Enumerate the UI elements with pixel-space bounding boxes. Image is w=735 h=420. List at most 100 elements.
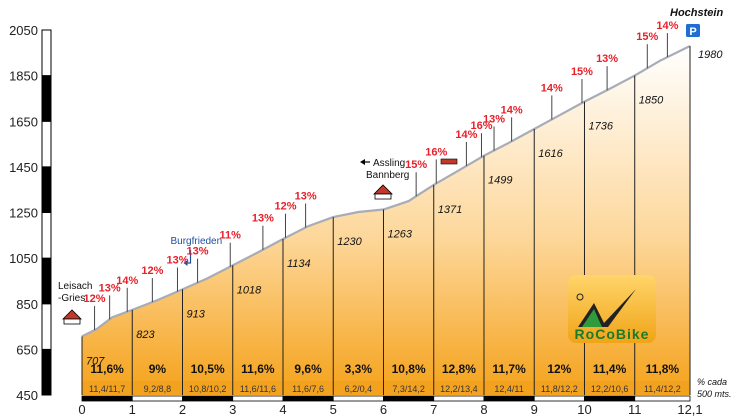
km-altitude-label: 1230 [337, 236, 362, 248]
x-ruler-segment [433, 395, 485, 402]
km-altitude-label: 1018 [237, 284, 262, 296]
gradient-label: 14% [656, 20, 678, 32]
segment-detail: 11,4/11,7 [89, 384, 125, 394]
segment-average: 11,6% [241, 362, 275, 376]
profile-line [81, 45, 691, 338]
parking-icon [686, 24, 700, 37]
gradient-label: 13% [166, 255, 188, 267]
start-label: -Gries [58, 293, 85, 304]
gradient-label: 12% [84, 293, 106, 305]
y-ruler-segment [41, 257, 52, 305]
x-ruler-segment [483, 395, 535, 402]
town-icon-base [63, 318, 81, 325]
km-altitude-label: 1980 [698, 49, 723, 61]
x-ruler-segment [634, 395, 691, 402]
road-sign-icon [440, 158, 458, 165]
km-altitude-label: 1134 [287, 258, 311, 270]
x-ruler-segment [131, 395, 183, 402]
rocobike-logo: RoCoBike [568, 275, 656, 343]
profile-layer [81, 45, 691, 395]
detail-band [82, 381, 690, 395]
gradient-label: 11% [220, 230, 242, 242]
km-altitude-label: 823 [136, 329, 155, 341]
place-label: Bannberg [366, 170, 409, 181]
y-ruler-segment [41, 166, 52, 213]
segment-average: 11,6% [90, 362, 124, 376]
x-tick-label: 4 [279, 402, 286, 417]
x-tick-label: 0 [78, 402, 85, 417]
segment-detail: 12,4/11 [494, 384, 523, 394]
x-tick-label: 9 [531, 402, 538, 417]
town-icon-roof [62, 309, 82, 320]
segment-average: 10,5% [191, 362, 225, 376]
segment-detail: 10,8/10,2 [189, 384, 227, 394]
gradient-label: 13% [187, 246, 209, 258]
labels-layer: 11,6% 11,4/11,7 9% 9,2/8,8 10,5% 10,8/10,2 11,… [58, 7, 732, 399]
legend-label: 500 mts. [697, 389, 732, 399]
y-tick-label: 1050 [9, 251, 38, 266]
legend-label: % cada [697, 377, 727, 387]
gradient-label: 15% [636, 31, 658, 43]
gradient-label: 13% [596, 53, 618, 65]
x-tick-label: 1 [129, 402, 136, 417]
logo-wheel-icon [576, 293, 584, 301]
km-altitude-label: 1263 [387, 229, 412, 241]
gradient-label: 15% [571, 66, 593, 78]
segment-average: 12% [547, 362, 571, 376]
x-tick-label: 8 [480, 402, 487, 417]
segment-detail: 11,4/12,2 [644, 384, 681, 394]
place-label: Burgfrieden [170, 236, 222, 247]
x-ruler-segment [383, 395, 435, 402]
segment-average: 10,8% [392, 362, 426, 376]
segment-average: 11,7% [492, 362, 526, 376]
place-label: Assling [373, 158, 405, 169]
logo-text: RoCoBike [575, 326, 650, 342]
km-altitude-label: 1736 [588, 121, 613, 133]
start-label: Leisach [58, 281, 92, 292]
segment-detail: 6,2/0,4 [345, 384, 373, 394]
x-tick-label: 2 [179, 402, 186, 417]
x-tick-label: 7 [430, 402, 437, 417]
x-ruler-segment [81, 395, 133, 402]
y-tick-label: 2050 [9, 23, 38, 38]
x-tick-label: 5 [330, 402, 337, 417]
y-tick-label: 850 [16, 297, 38, 312]
x-tick-label: 10 [577, 402, 591, 417]
marks-layer: RoCoBike [62, 24, 700, 395]
gradient-label: 12% [274, 201, 296, 213]
summit-label: Hochstein [670, 7, 723, 19]
village-icon-roof [373, 184, 393, 195]
logo-peak-icon [582, 309, 602, 327]
gradient-label: 16% [470, 120, 492, 132]
y-tick-label: 1650 [9, 114, 38, 129]
gradient-label: 14% [455, 129, 477, 141]
y-tick-label: 1850 [9, 69, 38, 84]
gradient-label: 14% [541, 82, 563, 94]
segment-detail: 12,2/10,6 [591, 384, 629, 394]
x-ruler-segment [232, 395, 284, 402]
x-tick-label: 6 [380, 402, 387, 417]
segment-detail: 12,2/13,4 [440, 384, 478, 394]
y-ruler-segment [41, 348, 52, 396]
gradient-label: 16% [425, 146, 447, 158]
km-altitude-label: 1371 [438, 204, 462, 216]
y-tick-label: 1450 [9, 160, 38, 175]
x-ruler-segment [584, 395, 636, 402]
y-tick-label: 650 [16, 342, 38, 357]
town-icon [62, 309, 82, 325]
segment-average: 12,8% [442, 362, 476, 376]
gradient-label: 13% [295, 190, 317, 202]
gradient-label: 14% [501, 104, 523, 116]
segment-detail: 11,8/12,2 [541, 384, 578, 394]
segment-detail: 7,3/14,2 [392, 384, 425, 394]
gradient-label: 13% [483, 113, 505, 125]
x-ruler-segment [282, 395, 334, 402]
gradient-label: 14% [116, 275, 138, 287]
y-ruler-segment [41, 212, 52, 259]
y-ruler-segment [41, 303, 52, 350]
km-altitude-label: 1499 [488, 175, 512, 187]
profile-area [82, 46, 690, 395]
y-ruler-segment [41, 29, 52, 77]
